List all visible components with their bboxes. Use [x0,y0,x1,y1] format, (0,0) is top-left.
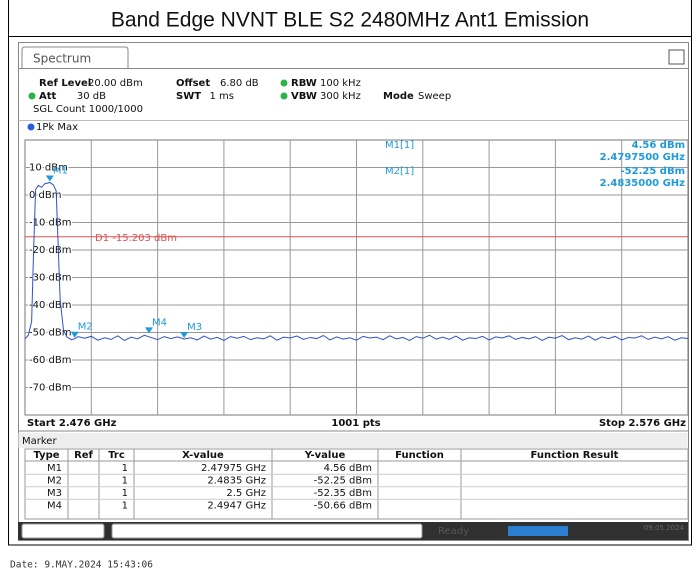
stop-label: Stop 2.576 GHz [599,418,686,429]
cell: M2 [47,476,62,487]
y-tick-label: -50 dBm [29,328,71,339]
marker [180,331,189,338]
points-label: 1001 pts [331,418,380,429]
y-tick-label: -20 dBm [29,245,71,256]
cell: 1 [122,463,128,474]
column-header: Ref [74,450,93,461]
cell: 2.47975 GHz [201,463,266,474]
setting-label: Att [39,91,57,102]
setting-label: VBW [291,91,317,102]
cell: 2.5 GHz [226,488,266,499]
marker [70,331,79,338]
setting-value: Sweep [418,91,451,102]
setting-label: Ref Level [39,78,91,89]
setting-label: SWT [176,91,201,102]
status-dot [28,92,36,100]
setting-value: 1 ms [210,91,235,102]
cell: M3 [47,488,62,499]
cell: 2.4835 GHz [207,476,266,487]
setting-value: 300 kHz [320,91,361,102]
column-header: Type [33,450,59,461]
status-box [111,523,423,539]
marker-label: M3 [187,322,202,333]
table-frame [24,448,689,520]
sgl-count: SGL Count 1000/1000 [33,104,143,115]
status-ready: Ready [438,526,469,537]
column-header: X-value [182,450,224,461]
y-tick-label: 0 dBm [29,190,62,201]
y-tick-label: -70 dBm [29,383,71,394]
status-box [21,523,105,539]
reference-label: D1 -15.203 dBm [95,233,177,244]
marker [144,327,153,334]
marker [45,175,54,182]
column-header: Function [395,450,444,461]
y-tick-label: 10 dBm [29,163,68,174]
marker-label: M4 [152,317,167,328]
readout-name: M1[1] [385,140,414,151]
y-tick-label: -60 dBm [29,355,71,366]
column-header: Function Result [531,450,619,461]
cell: 1 [122,501,128,512]
y-tick-label: -40 dBm [29,300,71,311]
setting-value: 30 dB [77,91,106,102]
marker-label: M2 [78,322,93,333]
cell: -50.66 dBm [314,501,372,512]
readout-freq: 2.4835000 GHz [600,178,686,189]
setting-value: 6.80 dB [220,78,259,89]
cell: M4 [47,501,62,512]
tab[interactable] [21,46,129,68]
table-title: Marker [22,436,57,447]
cell: 4.56 dBm [324,463,372,474]
y-tick-label: -30 dBm [29,273,71,284]
status-dot [280,92,288,100]
y-tick-label: -10 dBm [29,218,71,229]
setting-label: RBW [291,78,317,89]
cell: -52.35 dBm [314,488,372,499]
readout-freq: 2.4797500 GHz [600,152,686,163]
cell: 2.4947 GHz [207,501,266,512]
status-date: 09.05.2024 [644,524,685,532]
tab-label[interactable]: Spectrum [33,52,91,66]
cell: -52.25 dBm [314,476,372,487]
cell: 1 [122,488,128,499]
setting-value: 100 kHz [320,78,361,89]
setting-value: 20.00 dBm [88,78,143,89]
footer-date: Date: 9.MAY.2024 15:43:06 [10,560,153,571]
table-header-bg [18,433,688,448]
trace [24,181,689,342]
page-title: Band Edge NVNT BLE S2 2480MHz Ant1 Emiss… [111,9,589,32]
icon[interactable] [668,49,685,65]
marker-label: M1 [53,165,68,176]
column-header: Trc [108,450,125,461]
progress-bar [508,526,568,536]
setting-label: Offset [176,78,210,89]
trace-label: 1Pk Max [36,122,78,133]
start-label: Start 2.476 GHz [27,418,117,429]
setting-label: Mode [383,91,414,102]
status-dot [280,79,288,87]
readout-name: M2[1] [385,166,414,177]
readout-level: -52.25 dBm [621,166,685,177]
cell: M1 [47,463,62,474]
trace-dot [27,123,35,131]
column-header: Y-value [304,450,346,461]
cell: 1 [122,476,128,487]
readout-level: 4.56 dBm [632,140,685,151]
